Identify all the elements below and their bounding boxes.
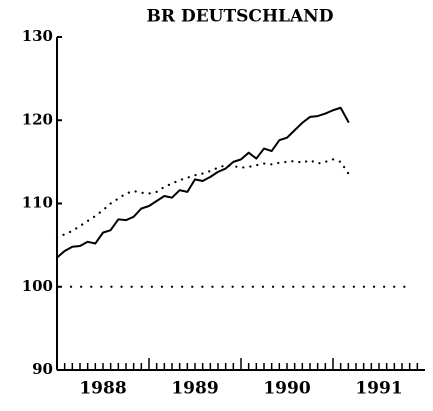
x-tick-label: 1991 <box>355 379 402 399</box>
x-tick-label: 1990 <box>263 379 310 399</box>
y-tick-label: 90 <box>32 360 53 378</box>
y-tick-label: 110 <box>22 194 53 212</box>
x-tick-label: 1988 <box>79 379 126 399</box>
y-tick-label: 100 <box>22 277 53 295</box>
y-tick-label: 130 <box>22 27 53 45</box>
x-tick-label: 1989 <box>171 379 218 399</box>
series-line <box>56 106 350 259</box>
y-tick-label: 120 <box>22 110 53 128</box>
series-line <box>55 158 350 239</box>
chart-title: BR DEUTSCHLAND <box>147 7 334 27</box>
